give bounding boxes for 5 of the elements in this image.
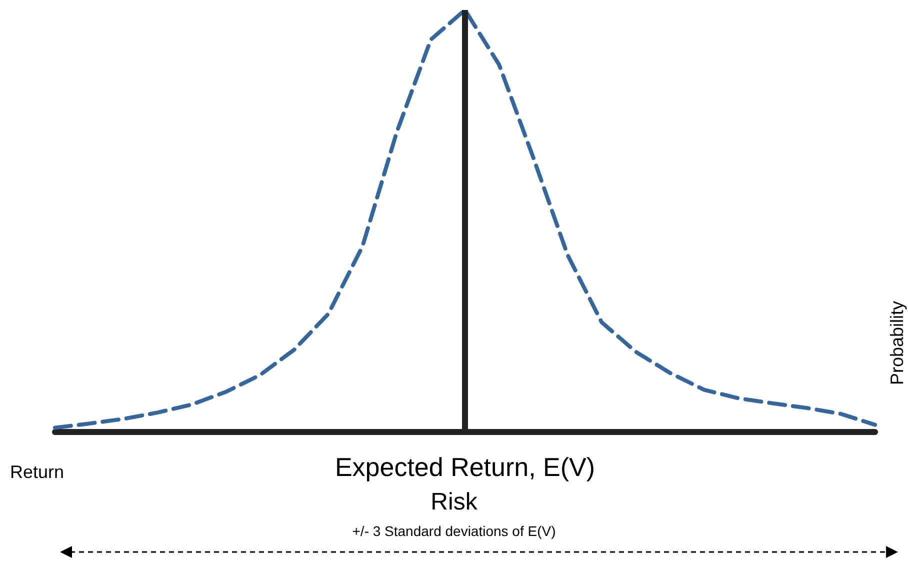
text: Risk	[430, 488, 478, 516]
text: +/- 3 Standard deviations of E(V)	[352, 523, 556, 539]
x-axis-title: Return	[10, 462, 64, 482]
y-axis-title: Probability	[887, 300, 907, 385]
text: Expected Return, E(V)	[334, 452, 596, 482]
